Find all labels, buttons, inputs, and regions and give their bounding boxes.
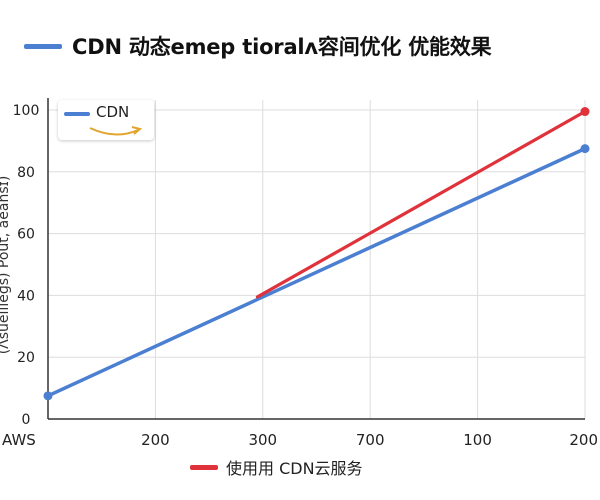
legend-label-cdn-service: 使用用 CDN云服务 — [226, 459, 363, 478]
y-tick-label: 60 — [17, 227, 35, 243]
series-line-2 — [255, 109, 587, 299]
data-point-2 — [580, 107, 590, 117]
x-tick-label: 200 — [141, 431, 170, 449]
legend-swatch-cdn — [64, 112, 90, 116]
data-point-1 — [580, 144, 590, 154]
data-point-1 — [43, 391, 53, 401]
series-line-1 — [46, 146, 587, 398]
chart-title: CDN 动态emep tioralʌ容间优化 优能效果 — [72, 35, 492, 59]
chart-legend-bottom: 使用用 CDN云服务 — [190, 455, 363, 479]
legend-label-cdn: CDN — [96, 103, 130, 121]
y-axis-label: (Ʌsuelileɡs) Pout, aeansɪ) — [0, 176, 12, 355]
y-tick-label: 100 — [13, 103, 40, 119]
title-legend-swatch — [24, 43, 62, 49]
y-tick-label: 80 — [17, 165, 35, 181]
y-tick-label: 40 — [17, 288, 35, 304]
x-tick-label: 300 — [248, 431, 277, 449]
y-tick-label: 0 — [22, 412, 31, 428]
chart-legend-inner: CDN — [58, 100, 154, 140]
x-tick-label: 200 — [569, 431, 598, 449]
chart-title-row: CDN 动态emep tioralʌ容间优化 优能效果 — [24, 26, 594, 66]
y-tick-label: 20 — [17, 350, 35, 366]
x-tick-label: 700 — [356, 431, 385, 449]
x-tick-label: AWS — [2, 431, 36, 449]
x-tick-label: 100 — [463, 431, 492, 449]
legend-swatch-cdn-service — [190, 464, 218, 470]
curved-arrow-icon — [89, 126, 143, 136]
